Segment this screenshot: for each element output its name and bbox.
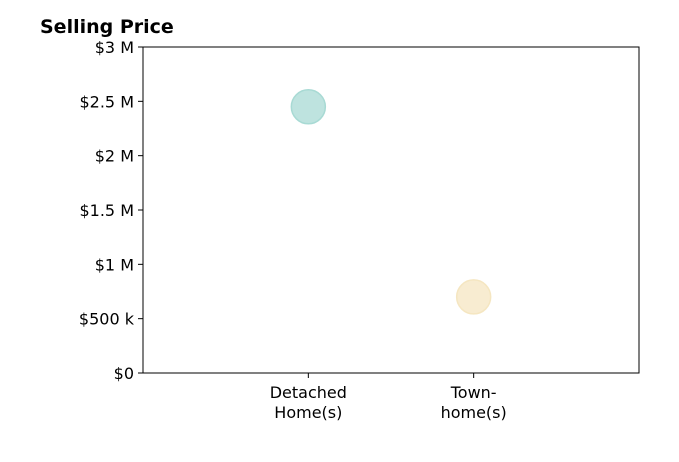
x-tick-label: Detached Home(s) [270,383,347,422]
y-axis: $0 $500 k $1 M $1.5 M $2 M $2.5 M $3 M [79,38,143,383]
plot-marks [290,89,492,315]
data-point [455,279,492,315]
y-tick-label: $0 [114,364,134,383]
x-tick-label: Town-home(s) [441,383,507,422]
chart-title: Selling Price [40,16,174,38]
data-point [290,89,327,125]
y-tick-label: $3 M [95,38,134,57]
y-tick-label: $2 M [95,147,134,166]
y-tick-label: $500 k [79,310,135,329]
y-tick-label: $1 M [95,255,134,274]
y-tick-label: $2.5 M [79,92,134,111]
plot-frame [142,46,640,374]
y-tick-label: $1.5 M [79,201,134,220]
x-axis: Detached Home(s) Town-home(s) [270,373,507,422]
